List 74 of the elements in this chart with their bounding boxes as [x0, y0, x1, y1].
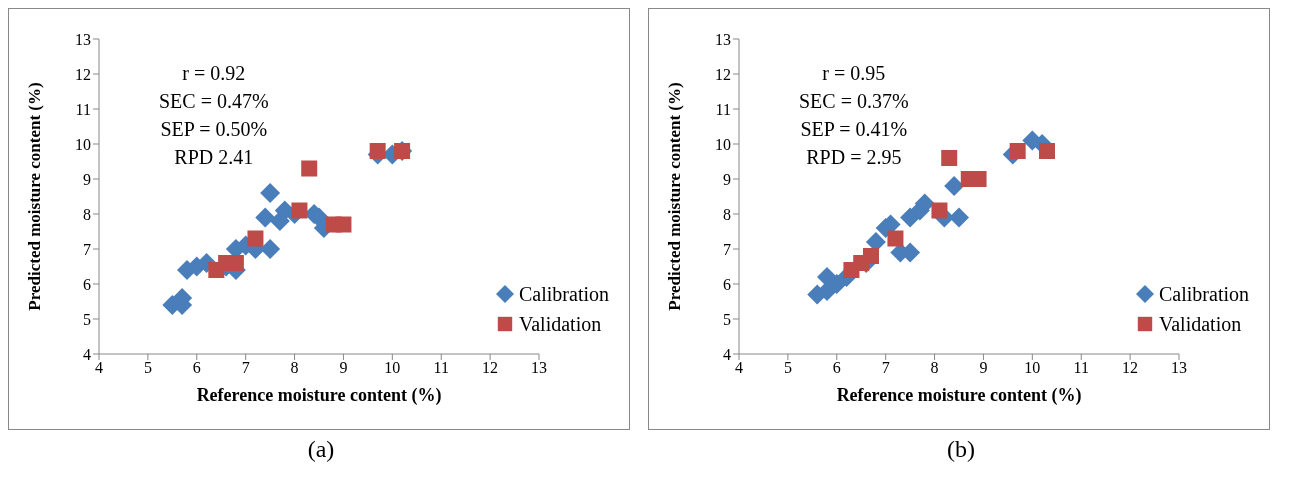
- point: [260, 239, 281, 259]
- y-tick-label: 6: [83, 275, 91, 293]
- x-tick-label: 6: [192, 359, 201, 377]
- y-tick-label: 5: [723, 310, 731, 328]
- x-tick-label: 7: [241, 359, 250, 377]
- x-tick-label: 4: [95, 359, 103, 377]
- x-tick-label: 13: [1171, 359, 1187, 377]
- legend-label: Calibration: [519, 282, 609, 306]
- x-tick-label: 4: [735, 359, 743, 377]
- y-tick-label: 13: [715, 30, 731, 48]
- x-tick-label: 7: [881, 359, 890, 377]
- y-tick-label: 5: [83, 310, 91, 328]
- y-tick-label: 9: [723, 170, 731, 188]
- y-tick-label: 9: [83, 170, 91, 188]
- point: [887, 230, 904, 247]
- point: [255, 207, 276, 228]
- annotation: SEP = 0.41%: [799, 117, 909, 142]
- annotation: SEC = 0.37%: [799, 89, 909, 114]
- point: [247, 230, 264, 247]
- annotation: RPD 2.41: [173, 145, 255, 170]
- y-tick-label: 8: [83, 205, 91, 223]
- x-tick-label: 12: [1122, 359, 1139, 377]
- point: [949, 207, 969, 228]
- text: (b): [946, 436, 976, 463]
- point: [369, 143, 386, 159]
- x-tick-label: 12: [482, 359, 499, 377]
- x-tick-label: 6: [832, 359, 841, 377]
- text: (a): [306, 436, 336, 463]
- legend-label: Calibration: [1159, 282, 1249, 306]
- point: [941, 150, 958, 166]
- annotation: SEC = 0.47%: [159, 89, 269, 114]
- annotation: r = 0.95: [821, 61, 887, 86]
- y-tick-label: 11: [75, 100, 91, 118]
- x-tick-label: 8: [930, 359, 939, 377]
- point: [260, 183, 281, 203]
- point: [863, 248, 879, 264]
- x-tick-label: 9: [339, 359, 348, 377]
- y-tick-label: 10: [75, 135, 91, 153]
- point: [931, 202, 948, 219]
- y-tick-label: 4: [723, 345, 731, 363]
- x-tick-label: 13: [531, 359, 547, 377]
- y-tick-label: 12: [715, 65, 731, 83]
- point: [291, 202, 308, 219]
- point: [335, 216, 352, 233]
- point: [301, 160, 318, 177]
- y-axis-title: Predicted moisture content (%): [665, 82, 685, 311]
- y-tick-label: 12: [75, 65, 91, 83]
- x-tick-label: 8: [290, 359, 299, 377]
- y-tick-label: 13: [75, 30, 91, 48]
- y-tick-label: 6: [723, 275, 731, 293]
- point: [1039, 143, 1055, 159]
- point: [1009, 143, 1026, 159]
- x-tick-label: 5: [143, 359, 152, 377]
- x-axis-title: Reference moisture content (%): [196, 385, 442, 406]
- legend-label: Validation: [519, 312, 602, 336]
- x-axis-title: Reference moisture content (%): [836, 385, 1082, 406]
- y-tick-label: 10: [715, 135, 731, 153]
- annotation: RPD = 2.95: [805, 145, 903, 170]
- annotation: r = 0.92: [181, 61, 247, 86]
- x-tick-label: 11: [433, 359, 449, 377]
- y-tick-label: 7: [723, 240, 731, 258]
- x-tick-label: 5: [783, 359, 792, 377]
- y-tick-label: 8: [723, 205, 731, 223]
- x-tick-label: 10: [1024, 359, 1041, 377]
- legend-label: Validation: [1159, 312, 1242, 336]
- y-axis-title: Predicted moisture content (%): [25, 82, 45, 311]
- x-tick-label: 10: [384, 359, 401, 377]
- x-tick-label: 9: [979, 359, 988, 377]
- y-tick-label: 11: [715, 100, 731, 118]
- y-tick-label: 7: [83, 240, 91, 258]
- point: [944, 176, 965, 196]
- annotation: SEP = 0.50%: [159, 117, 269, 142]
- y-tick-label: 4: [83, 345, 91, 363]
- x-tick-label: 11: [1073, 359, 1089, 377]
